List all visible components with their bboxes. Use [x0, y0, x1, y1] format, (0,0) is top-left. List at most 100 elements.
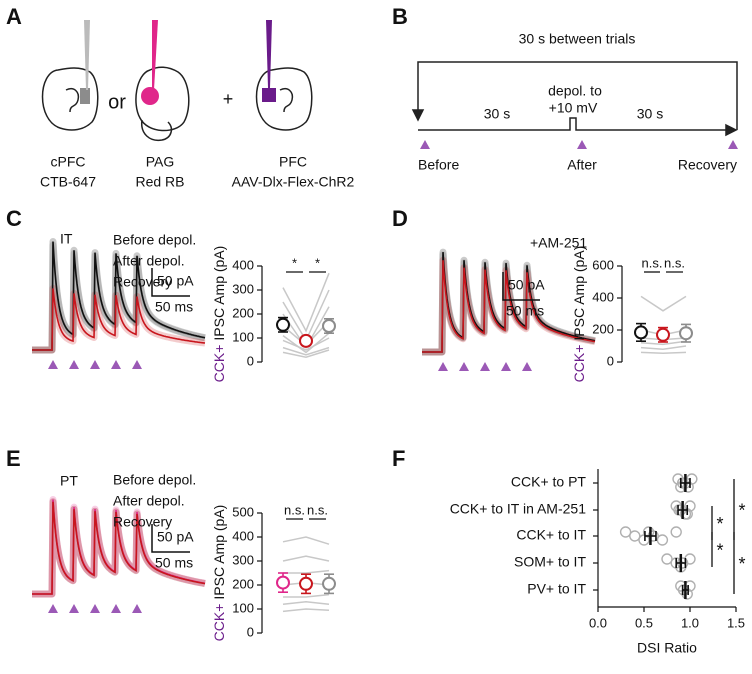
scale-label: 50 pA	[508, 277, 545, 293]
plus-text: +	[223, 89, 234, 109]
step-label: depol. to	[548, 83, 602, 99]
cell-line	[282, 337, 330, 351]
section-detail	[279, 88, 294, 113]
cell-line	[283, 569, 330, 574]
stimulus-marker	[480, 362, 490, 371]
stimulus-marker	[69, 360, 79, 369]
injection-site	[141, 87, 159, 105]
mean-marker	[322, 576, 336, 591]
y-axis-label-marker: CCK+	[571, 345, 587, 383]
stimulus-marker	[69, 604, 79, 613]
y-tick-label: 100	[232, 600, 254, 615]
category-label: CCK+ to IT	[516, 527, 586, 543]
stimulus-marker	[111, 604, 121, 613]
cell-line	[640, 345, 687, 350]
mean-marker	[322, 319, 336, 333]
panel-label: A	[6, 4, 22, 29]
stimulus-marker	[728, 140, 738, 149]
cell-type-label: IT	[60, 231, 73, 247]
y-tick-label: 200	[592, 321, 614, 336]
pipette	[152, 20, 158, 90]
scale-label: 50 ms	[506, 303, 544, 319]
or-text: or	[108, 91, 126, 113]
section-outline	[41, 67, 99, 131]
stimulus-marker	[522, 362, 532, 371]
cell-point	[684, 500, 696, 512]
y-tick-label: 0	[247, 624, 254, 639]
injection-site	[262, 88, 276, 102]
legend-entry: Recovery	[113, 274, 172, 290]
stimulus-marker	[132, 360, 142, 369]
cell-line	[282, 272, 330, 333]
mean-marker	[299, 333, 313, 348]
mean-marker	[679, 326, 693, 341]
cell-point	[619, 526, 632, 538]
y-axis-label-marker: CCK+	[211, 604, 227, 642]
stimulus-marker	[111, 360, 121, 369]
mean-marker	[276, 317, 290, 332]
cell-line	[282, 601, 330, 605]
cell-point	[670, 526, 682, 538]
cell-point	[629, 530, 641, 542]
x-tick-label: 0.5	[635, 615, 653, 630]
y-axis-label: CCK+ IPSC Amp (pA)	[211, 246, 227, 383]
cell-line	[282, 536, 330, 545]
panel-label: B	[392, 4, 408, 29]
y-tick-label: 200	[232, 576, 254, 591]
arrowhead	[411, 109, 425, 122]
tracer-label: Red RB	[135, 174, 184, 190]
cell-line	[282, 289, 330, 343]
significance-label: *	[292, 255, 297, 270]
region-label: PFC	[279, 154, 307, 170]
x-tick-label: 0.0	[589, 615, 607, 630]
cell-line	[282, 608, 330, 613]
pipette	[84, 20, 90, 90]
cell-point	[686, 473, 698, 485]
panel-a-drawings	[41, 20, 313, 142]
significance-label: *	[738, 554, 745, 574]
y-tick-label: 500	[232, 504, 254, 519]
stimulus-marker	[577, 140, 587, 149]
protocol-title: 30 s between trials	[519, 31, 636, 47]
tracer-label: AAV-Dlx-Flex-ChR2	[232, 174, 355, 190]
panel-label: C	[6, 206, 22, 231]
y-tick-label: 0	[607, 353, 614, 368]
protocol-line	[418, 117, 728, 131]
trace	[32, 501, 206, 595]
stimulus-marker	[501, 362, 511, 371]
stimulus-marker	[459, 362, 469, 371]
cell-line	[282, 332, 330, 354]
significance-label: n.s.	[284, 502, 305, 517]
mean-marker	[656, 327, 670, 342]
timepoint-label: Before	[418, 157, 459, 173]
y-tick-label: 100	[232, 329, 254, 344]
panel-b-timeline	[411, 61, 738, 137]
stimulus-marker	[438, 362, 448, 371]
mean-marker	[634, 325, 648, 340]
y-axis-label-text: IPSC Amp (pA)	[211, 246, 227, 341]
injection-site	[80, 88, 90, 104]
y-axis-label: CCK+ IPSC Amp (pA)	[571, 246, 587, 383]
category-label: PV+ to IT	[527, 581, 586, 597]
category-label: CCK+ to IT in AM-251	[450, 501, 587, 517]
significance-label: n.s.	[307, 502, 328, 517]
legend-entry: Recovery	[113, 514, 172, 530]
section-detail	[65, 88, 80, 113]
y-tick-label: 400	[232, 257, 254, 272]
cell-line	[640, 295, 687, 312]
cell-line	[282, 346, 330, 356]
y-tick-label: 300	[232, 552, 254, 567]
region-label: PAG	[146, 154, 175, 170]
mean-marker	[276, 575, 290, 590]
y-tick-label: 0	[247, 353, 254, 368]
cell-line	[640, 340, 687, 346]
stimulus-marker	[420, 140, 430, 149]
region-label: cPFC	[51, 154, 86, 170]
x-tick-label: 1.5	[727, 615, 745, 630]
arrowhead	[725, 123, 738, 137]
y-tick-label: 400	[232, 528, 254, 543]
stimulus-marker	[48, 360, 58, 369]
scale-label: 50 pA	[157, 529, 194, 545]
trace	[422, 260, 596, 353]
significance-label: *	[738, 500, 745, 520]
